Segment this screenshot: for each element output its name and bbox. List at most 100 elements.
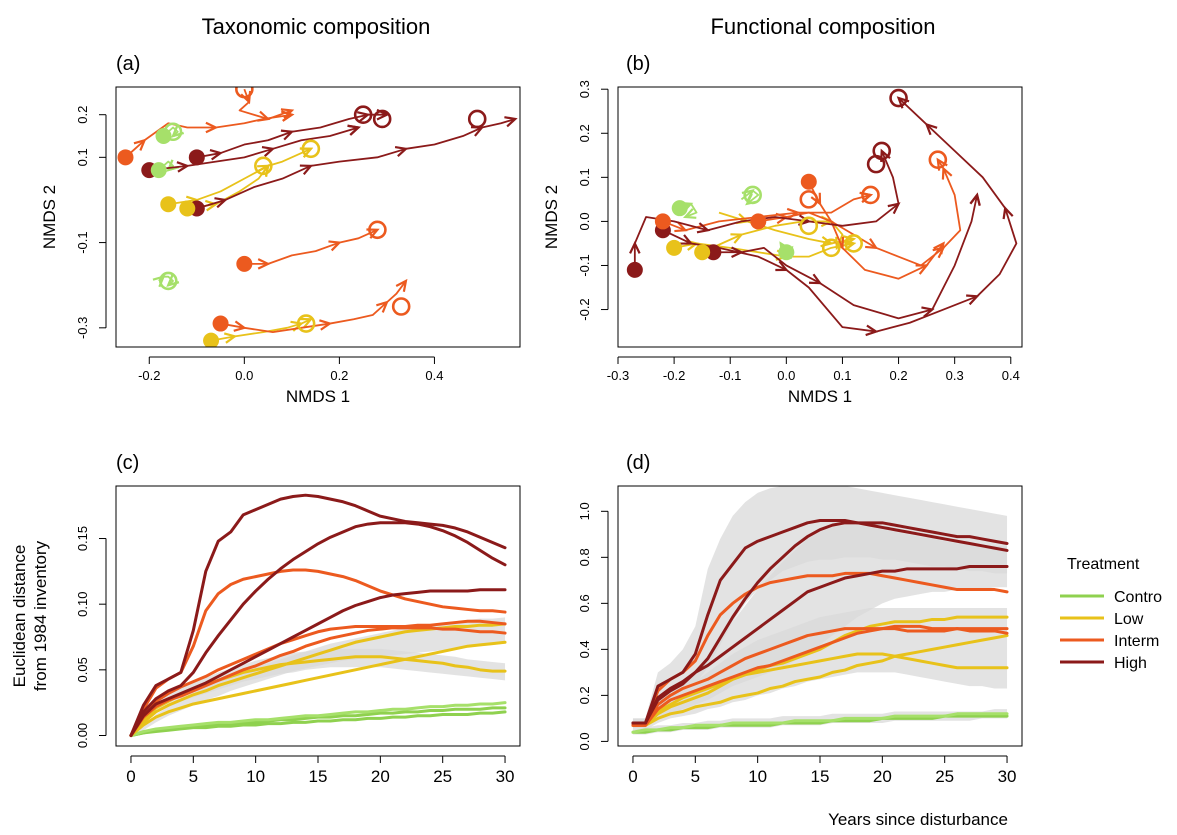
trajectory-arrow [731, 246, 744, 259]
end-ring [889, 88, 908, 108]
x-tick-label: 0.2 [890, 368, 908, 383]
end-ring [866, 154, 886, 174]
y-axis-label: NMDS 2 [542, 185, 561, 249]
trajectory-arrow [682, 208, 697, 219]
end-ring [163, 122, 183, 142]
start-point [236, 255, 253, 272]
trajectory-arrow [696, 222, 711, 234]
x-tick-label: 0 [126, 767, 135, 786]
panel-b: (b) -0.3 -0.2 -0.1 0.0 0.1 0.2 0.3 0.4 -0.2 -0.1 0.… [542, 53, 1023, 406]
end-ring [844, 234, 863, 253]
series-line [631, 652, 1009, 727]
x-tick-label: 15 [309, 767, 328, 786]
trajectory-arrow [233, 320, 247, 332]
end-ring [928, 150, 948, 170]
x-tick-label: 10 [246, 767, 265, 786]
start-point [179, 200, 196, 217]
panel-a: (a) -0.2 0.0 0.2 0.4 -0.3 -0.1 0.1 0.2 NMDS 1 NMDS… [40, 53, 521, 406]
column-title-functional: Functional composition [710, 14, 935, 39]
trajectory-line [149, 126, 359, 172]
y-tick-label: -0.3 [75, 317, 90, 339]
y-axis-label-line: Euclidean distance [10, 545, 29, 688]
x-tick-label: 0 [628, 767, 637, 786]
start-point [188, 149, 205, 166]
trajectory-arrow [674, 221, 688, 233]
series-line [129, 640, 507, 737]
series-line [129, 626, 507, 737]
trajectory-arrow [394, 145, 409, 158]
start-point [750, 213, 767, 230]
trajectory-arrow [887, 202, 901, 215]
y-tick-label: 0.2 [577, 124, 592, 142]
x-tick-label: 0.0 [777, 368, 795, 383]
trajectory-arrow [865, 324, 879, 337]
x-tick-label: -0.2 [138, 368, 160, 383]
y-tick-label: 0.6 [577, 594, 592, 612]
trajectory-arrow [921, 306, 935, 318]
y-tick-label: 0.2 [75, 106, 90, 124]
y-tick-label: 0.3 [577, 80, 592, 98]
trajectory-arrow [969, 192, 981, 206]
plot-area [631, 486, 1009, 735]
x-tick-label: 30 [998, 767, 1017, 786]
end-ring [235, 87, 254, 99]
start-point [203, 332, 220, 347]
plot-frame [617, 86, 1023, 348]
series-line [129, 568, 507, 737]
y-tick-label: 0.0 [577, 212, 592, 230]
trajectory-arrow [133, 138, 147, 151]
trajectory-arrow [730, 233, 744, 244]
trajectory-line [807, 159, 962, 267]
trajectory-line [244, 228, 378, 265]
trajectory-arrow [205, 121, 219, 134]
trajectory-line [740, 189, 760, 205]
panel-tag: (a) [116, 53, 140, 75]
end-ring [799, 190, 819, 209]
x-tick-label: 10 [748, 767, 767, 786]
trajectory-line [196, 118, 516, 210]
trajectory-arrow [328, 240, 342, 252]
series-line [631, 571, 1009, 727]
y-tick-label: 0.10 [75, 592, 90, 617]
y-axis-label-line: from 1984 inventory [31, 540, 50, 691]
trajectory-arrow [319, 319, 333, 331]
y-tick-label: 0.05 [75, 657, 90, 682]
x-axis-label: NMDS 1 [788, 387, 852, 406]
trajectory-line [168, 147, 312, 206]
y-tick-label: 0.4 [577, 640, 592, 658]
trajectory-line [662, 97, 1018, 333]
trajectory-arrow [261, 145, 276, 158]
end-ring [743, 185, 762, 205]
end-ring [861, 185, 880, 205]
x-tick-label: 0.4 [425, 368, 443, 383]
trajectory-arrow [204, 199, 219, 212]
series-line [631, 519, 1009, 725]
end-ring [372, 109, 392, 129]
trajectory-arrow [941, 166, 953, 180]
trajectory-arrow [209, 149, 224, 161]
end-ring [301, 139, 321, 159]
panel-tag: (c) [116, 452, 139, 474]
plot-frame [617, 485, 1023, 747]
trajectory-arrow [966, 294, 980, 306]
series-line [129, 588, 507, 737]
y-tick-label: -0.1 [577, 254, 592, 276]
x-tick-label: 0.3 [946, 368, 964, 383]
x-tick-label: 20 [371, 767, 390, 786]
trajectory-line [662, 194, 871, 232]
series-line [631, 627, 1009, 727]
plot-area [626, 88, 1018, 337]
y-tick-label: -0.2 [577, 298, 592, 320]
start-point [150, 162, 167, 179]
panel-d: (d) 0 5 10 15 20 25 30 0.0 0.2 0.4 0.6 0.8 1.0 Years s… [577, 452, 1023, 829]
x-tick-label: 0.4 [1002, 368, 1020, 383]
start-point [626, 261, 643, 278]
x-tick-label: 0.0 [235, 368, 253, 383]
x-axis-label: NMDS 1 [286, 387, 350, 406]
start-point [800, 173, 817, 190]
trajectory-arrow [223, 332, 238, 344]
legend-label: High [1114, 655, 1147, 672]
series-line [631, 624, 1009, 727]
start-point [117, 149, 134, 166]
